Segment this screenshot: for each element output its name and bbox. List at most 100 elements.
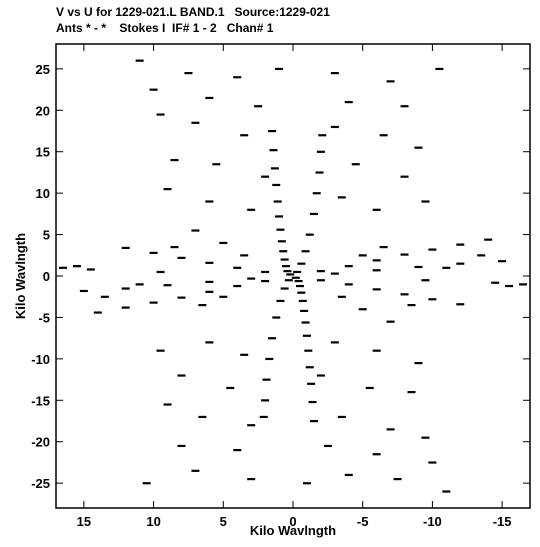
data-point [247, 277, 256, 280]
data-point [261, 279, 270, 283]
x-axis-ticks: 15 10 5 0 -5 -10 -15 [77, 44, 512, 529]
data-point [191, 229, 200, 232]
y-axis-label: Kilo Wavlngth [13, 233, 28, 319]
data-point [372, 349, 381, 352]
data-point [269, 149, 278, 152]
data-point [205, 96, 214, 100]
data-point [286, 273, 295, 276]
data-point [268, 337, 277, 340]
data-point [259, 415, 268, 419]
data-point [163, 188, 172, 191]
data-point [149, 88, 158, 91]
data-point [277, 240, 286, 243]
data-point [484, 238, 493, 241]
y-tick-label: -20 [31, 435, 50, 450]
data-point [498, 260, 507, 263]
data-point [421, 200, 430, 203]
x-tick-label: -15 [493, 514, 512, 529]
plot-subtitle: Ants * - * Stokes I IF# 1 - 2 Chan# 1 [56, 21, 274, 35]
data-point [456, 243, 465, 246]
data-point [295, 284, 304, 288]
data-point [283, 270, 292, 273]
data-point [297, 291, 306, 294]
y-tick-label: -15 [31, 393, 50, 408]
data-point [121, 246, 130, 250]
data-point [300, 309, 309, 312]
data-point [298, 299, 307, 303]
data-point [170, 246, 179, 249]
data-point [276, 228, 285, 231]
y-tick-label: -25 [31, 476, 50, 491]
data-point [219, 241, 228, 245]
data-point [330, 125, 339, 129]
data-point [344, 283, 353, 286]
data-point [284, 279, 293, 282]
data-point [407, 304, 416, 307]
data-point [442, 266, 451, 269]
data-point [297, 262, 306, 265]
data-point [305, 366, 314, 369]
data-point [330, 72, 339, 75]
y-axis-ticks: 25 20 15 10 5 0 -5 -10 -15 -20 -25 [31, 62, 530, 491]
data-point [163, 284, 172, 287]
data-point [372, 208, 381, 211]
data-point [414, 362, 423, 365]
data-point [316, 279, 325, 282]
data-point [240, 353, 249, 356]
data-point [323, 444, 332, 448]
data-point [400, 105, 409, 108]
data-point [191, 121, 200, 124]
data-point [337, 196, 346, 199]
data-point [305, 233, 314, 236]
data-point [372, 259, 381, 262]
data-point [272, 316, 281, 319]
x-tick-label: 15 [77, 514, 91, 529]
data-point [177, 444, 186, 448]
data-point [156, 270, 165, 274]
data-point [428, 248, 437, 251]
data-point [272, 183, 281, 187]
data-point [212, 163, 221, 166]
data-point [149, 251, 158, 254]
data-point [240, 254, 249, 257]
data-point [270, 167, 279, 170]
x-tick-label: -10 [423, 514, 442, 529]
data-point [291, 276, 300, 279]
data-point [372, 288, 381, 291]
data-point [456, 303, 465, 306]
data-point [400, 293, 409, 296]
data-point [330, 272, 339, 275]
data-point [142, 482, 151, 485]
data-point [156, 113, 165, 116]
data-point [205, 280, 214, 283]
data-point [280, 287, 289, 290]
data-point [344, 473, 353, 477]
data-point [240, 134, 249, 137]
plot-frame [55, 43, 531, 509]
data-point [344, 265, 353, 268]
y-tick-label: 5 [43, 228, 50, 243]
data-point [414, 265, 423, 269]
data-point [308, 400, 317, 404]
y-tick-label: 15 [36, 145, 50, 160]
data-point [275, 215, 284, 218]
data-point [293, 270, 302, 274]
data-point [330, 341, 339, 344]
data-point [177, 296, 186, 299]
data-point [268, 130, 277, 133]
y-tick-label: 0 [43, 269, 50, 284]
data-point [247, 478, 256, 481]
data-point [280, 258, 289, 261]
data-point [58, 266, 67, 269]
data-point [477, 254, 486, 257]
data-point [279, 250, 288, 253]
data-point [233, 76, 242, 79]
data-point [121, 306, 130, 309]
data-point [337, 415, 346, 419]
data-point [93, 311, 102, 314]
data-point [337, 295, 346, 298]
y-tick-label: 10 [36, 186, 50, 201]
data-point [233, 284, 242, 288]
data-point [135, 283, 144, 286]
